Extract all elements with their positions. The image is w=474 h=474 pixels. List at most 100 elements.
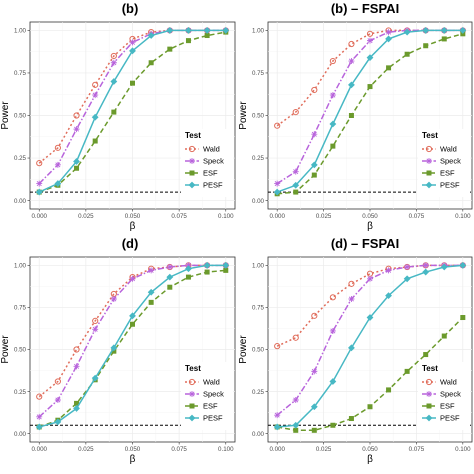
y-tick-label: 0.75: [14, 70, 27, 77]
legend-item-esf: ESF: [185, 402, 218, 411]
x-axis-label: β: [130, 454, 136, 465]
data-point-pesf: [35, 423, 43, 431]
data-point-pesf: [292, 181, 300, 189]
data-point-pesf: [35, 188, 43, 196]
data-point-speck: [73, 363, 80, 370]
chart-panel-3: 0.000 0.025 0.050 0.075 0.100 0.00 0.25 0.50 0.7…: [0, 236, 236, 465]
data-point-speck: [274, 412, 281, 419]
data-point-wald: [73, 112, 80, 119]
y-tick-label: 1.00: [14, 28, 27, 35]
data-point-speck: [422, 262, 429, 269]
data-point-esf: [130, 321, 135, 327]
data-point-esf: [367, 84, 373, 90]
legend-label: Wald: [440, 378, 457, 387]
data-point-pesf: [348, 344, 355, 352]
y-tick-label: 0.25: [252, 389, 265, 396]
data-point-wald: [292, 334, 299, 341]
series-pesf: [273, 27, 467, 196]
legend-item-wald: Wald: [422, 145, 457, 154]
x-tick-label: 0.000: [269, 213, 285, 220]
data-point-esf: [404, 368, 410, 374]
data-point-pesf: [166, 273, 174, 281]
x-tick-label: 0.000: [31, 213, 47, 220]
x-tick-label: 0.025: [316, 446, 332, 453]
y-tick-label: 0.75: [14, 305, 27, 312]
chart-panel-4: 0.000 0.025 0.050 0.075 0.100 0.00 0.25 0.50 0.7…: [238, 236, 473, 465]
panel-title: (d) – FSPAI: [331, 236, 399, 251]
x-tick-label: 0.000: [31, 446, 47, 453]
legend-key-marker: [426, 391, 432, 397]
legend-key-marker: [189, 391, 195, 397]
y-tick-label: 1.00: [14, 263, 27, 270]
data-point-speck: [92, 92, 99, 99]
data-point-wald: [54, 144, 61, 151]
legend-label: PESF: [203, 414, 223, 423]
data-point-speck: [110, 295, 117, 302]
data-point-speck: [292, 168, 299, 175]
data-point-pesf: [203, 261, 211, 269]
x-tick-label: 0.075: [171, 213, 187, 220]
data-point-speck: [36, 413, 43, 420]
legend-key-marker: [426, 158, 432, 164]
y-tick-label: 0.00: [252, 431, 265, 438]
y-tick-label: 0.25: [252, 155, 265, 162]
x-tick-label: 0.000: [269, 446, 285, 453]
y-tick-label: 0.25: [14, 389, 27, 396]
data-point-pesf: [185, 27, 192, 34]
legend-key-marker: [425, 414, 433, 422]
legend-key-marker: [425, 378, 433, 386]
data-point-wald: [92, 81, 99, 88]
data-point-speck: [92, 326, 99, 333]
data-point-wald: [54, 378, 61, 385]
chart-panel-1: 0.000 0.025 0.050 0.075 0.100 0.00 0.25 0.50 0.7…: [0, 1, 236, 232]
series-esf: [274, 315, 466, 433]
legend-label: PESF: [203, 181, 223, 190]
data-point-pesf: [348, 81, 355, 89]
y-tick-label: 0.00: [252, 198, 265, 205]
legend-label: Speck: [440, 157, 461, 166]
data-point-speck: [129, 39, 136, 46]
data-point-speck: [367, 37, 373, 44]
data-point-esf: [167, 284, 173, 290]
legend-label: PESF: [440, 414, 460, 423]
x-tick-label: 0.050: [125, 446, 141, 453]
legend-item-wald: Wald: [422, 378, 457, 387]
x-axis-label: β: [367, 221, 373, 232]
y-tick-label: 0.50: [252, 347, 265, 354]
data-point-speck: [292, 397, 299, 404]
data-point-pesf: [147, 288, 155, 296]
data-point-pesf: [403, 28, 411, 36]
data-point-wald: [329, 294, 336, 301]
data-point-speck: [311, 368, 318, 375]
data-point-esf: [167, 46, 173, 52]
legend-label: ESF: [203, 169, 218, 178]
data-point-pesf: [110, 344, 118, 352]
legend-title: Test: [422, 131, 438, 140]
data-point-pesf: [440, 27, 448, 34]
x-tick-label: 0.075: [409, 446, 425, 453]
data-point-wald: [92, 317, 99, 324]
data-point-speck: [54, 161, 61, 168]
data-point-wald: [329, 57, 336, 65]
y-tick-label: 0.50: [14, 347, 27, 354]
data-point-speck: [311, 131, 318, 138]
data-point-esf: [348, 113, 354, 118]
data-point-pesf: [222, 27, 230, 34]
y-tick-label: 0.75: [252, 70, 265, 77]
y-axis-label: Power: [238, 335, 249, 364]
data-point-pesf: [329, 120, 337, 128]
y-tick-label: 0.00: [14, 198, 27, 205]
data-point-esf: [204, 33, 210, 39]
data-point-speck: [348, 58, 355, 65]
series-line-esf: [38, 269, 226, 428]
data-point-esf: [460, 31, 466, 37]
data-point-pesf: [292, 421, 300, 429]
legend-item-pesf: PESF: [185, 181, 223, 190]
data-point-wald: [348, 40, 355, 48]
data-point-pesf: [54, 180, 62, 187]
x-tick-label: 0.050: [362, 213, 378, 220]
data-point-speck: [329, 327, 336, 334]
x-tick-label: 0.100: [455, 213, 471, 220]
data-point-esf: [148, 299, 154, 305]
